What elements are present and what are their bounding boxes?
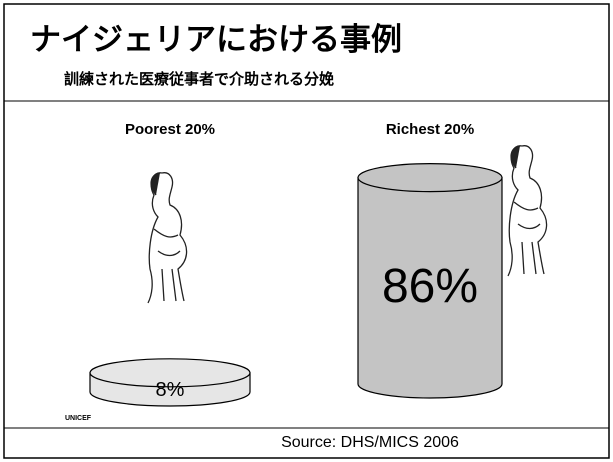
- source: Source: DHS/MICS 2006: [281, 434, 459, 451]
- category-label: Poorest 20%: [125, 121, 215, 138]
- cylinder-top: [89, 358, 251, 388]
- category-label: Richest 20%: [386, 121, 474, 138]
- cylinder-body: [357, 177, 503, 399]
- credit: UNICEF: [65, 415, 92, 422]
- woman-figure: [147, 172, 188, 304]
- woman-figure: [507, 145, 548, 277]
- value-label: 86%: [382, 260, 478, 313]
- value-label: 8%: [156, 379, 185, 401]
- cylinder-top: [357, 163, 503, 193]
- chart-subtitle: 訓練された医療従事者で介助される分娩: [64, 70, 334, 88]
- chart-title: ナイジェリアにおける事例: [30, 22, 402, 57]
